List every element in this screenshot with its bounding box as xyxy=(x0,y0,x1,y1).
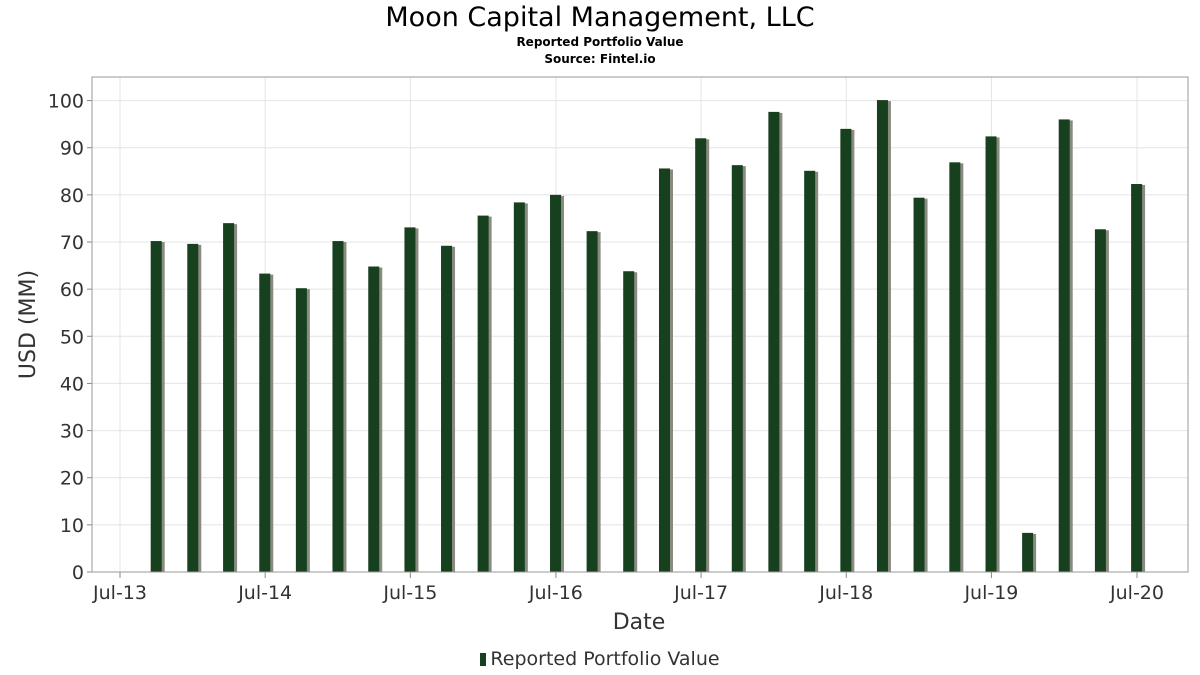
bar xyxy=(768,111,780,572)
bar xyxy=(550,194,562,572)
plot-area xyxy=(92,77,1188,572)
y-tick-label: 20 xyxy=(60,468,84,490)
bar xyxy=(840,128,852,572)
bar xyxy=(513,202,525,572)
x-tick-label: Jul-20 xyxy=(1109,582,1164,604)
legend: Reported Portfolio Value xyxy=(0,648,1200,670)
y-tick-label: 70 xyxy=(60,232,84,254)
bar xyxy=(658,168,670,572)
bar xyxy=(1058,119,1070,572)
bar xyxy=(259,273,271,572)
y-tick-label: 30 xyxy=(60,421,84,443)
legend-label: Reported Portfolio Value xyxy=(490,648,720,670)
bar xyxy=(150,241,162,573)
bar xyxy=(1131,184,1143,572)
y-tick-label: 50 xyxy=(60,326,84,348)
y-tick-label: 90 xyxy=(60,138,84,160)
y-tick-label: 60 xyxy=(60,279,84,301)
bar xyxy=(441,245,453,572)
x-tick-label: Jul-17 xyxy=(673,582,728,604)
legend-swatch xyxy=(480,653,487,666)
bar xyxy=(1094,229,1106,572)
x-axis-label: Date xyxy=(613,610,666,635)
plot-border xyxy=(91,76,1189,573)
bar xyxy=(985,136,997,572)
y-tick-label: 10 xyxy=(60,515,84,537)
x-tick-label: Jul-14 xyxy=(237,582,292,604)
chart-source: Source: Fintel.io xyxy=(544,52,656,66)
chart-subtitle: Reported Portfolio Value xyxy=(516,35,684,49)
y-axis-label: USD (MM) xyxy=(16,270,41,379)
bar xyxy=(949,162,961,573)
bar xyxy=(1022,532,1034,572)
y-tick-label: 80 xyxy=(60,185,84,207)
bar xyxy=(623,271,635,572)
y-tick-label: 100 xyxy=(48,91,84,113)
bar xyxy=(404,227,416,572)
bar xyxy=(295,288,307,572)
bar xyxy=(913,197,925,572)
bar xyxy=(876,100,888,572)
bar xyxy=(223,223,235,572)
x-tick-label: Jul-19 xyxy=(963,582,1018,604)
y-tick-label: 40 xyxy=(60,373,84,395)
bar xyxy=(477,215,489,572)
bar xyxy=(695,138,707,573)
y-tick-label: 0 xyxy=(72,562,84,584)
bar xyxy=(187,243,199,572)
bar xyxy=(586,231,598,572)
bar xyxy=(368,266,380,572)
x-tick-label: Jul-18 xyxy=(818,582,873,604)
bar xyxy=(731,165,743,572)
x-tick-label: Jul-15 xyxy=(382,582,437,604)
chart-title: Moon Capital Management, LLC xyxy=(385,2,815,33)
x-tick-label: Jul-13 xyxy=(92,582,147,604)
bar xyxy=(804,170,816,573)
bar xyxy=(332,241,344,573)
x-tick-label: Jul-16 xyxy=(528,582,583,604)
